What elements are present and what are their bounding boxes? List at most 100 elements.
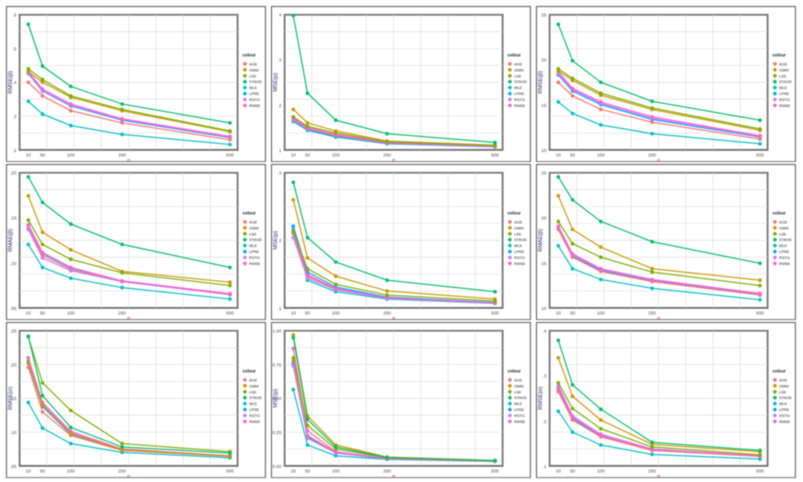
- svg-text:250: 250: [119, 153, 127, 158]
- svg-text:MLE: MLE: [779, 86, 787, 90]
- svg-text:500: 500: [491, 153, 499, 158]
- svg-text:RMSE(σ): RMSE(σ): [8, 387, 14, 410]
- svg-text:colour: colour: [773, 211, 787, 216]
- svg-text:AGE: AGE: [779, 63, 788, 67]
- svg-text:LSE: LSE: [779, 74, 787, 78]
- svg-text:LSE: LSE: [514, 232, 522, 236]
- svg-text:MLE: MLE: [250, 402, 258, 406]
- svg-text:10: 10: [291, 311, 297, 316]
- svg-text:RMSE(β): RMSE(β): [8, 71, 14, 94]
- svg-text:RSTG: RSTG: [250, 414, 261, 418]
- svg-text:MSE(p): MSE(p): [273, 231, 279, 250]
- svg-text:LPRE: LPRE: [514, 250, 524, 254]
- svg-text:RSTG: RSTG: [514, 414, 525, 418]
- svg-text:500: 500: [756, 311, 764, 316]
- svg-text:RSTG: RSTG: [779, 98, 790, 102]
- svg-text:10: 10: [556, 153, 562, 158]
- svg-text:100: 100: [597, 153, 605, 158]
- svg-text:50: 50: [305, 469, 311, 474]
- svg-text:250: 250: [119, 469, 127, 474]
- svg-text:STAGE: STAGE: [514, 238, 527, 242]
- svg-text:15: 15: [541, 261, 547, 266]
- svg-text:AGE: AGE: [250, 379, 259, 383]
- svg-text:2: 2: [279, 103, 282, 108]
- svg-text:STAGE: STAGE: [779, 80, 792, 84]
- svg-text:.3: .3: [13, 114, 17, 119]
- svg-text:500: 500: [491, 311, 499, 316]
- svg-text:20: 20: [541, 216, 547, 221]
- svg-text:500: 500: [227, 153, 235, 158]
- svg-text:2: 2: [279, 238, 282, 243]
- svg-text:AGE: AGE: [514, 221, 523, 225]
- svg-text:0.75: 0.75: [273, 363, 282, 368]
- svg-text:colour: colour: [508, 369, 522, 374]
- svg-text:MLE: MLE: [779, 244, 787, 248]
- svg-text:1: 1: [279, 148, 282, 153]
- svg-text:.05: .05: [10, 464, 17, 469]
- svg-text:n: n: [657, 316, 660, 320]
- svg-text:MLE: MLE: [514, 244, 522, 248]
- svg-text:.05: .05: [10, 306, 17, 311]
- svg-text:STAGE: STAGE: [779, 396, 792, 400]
- svg-text:RMSE: RMSE: [250, 420, 262, 424]
- svg-text:AGE: AGE: [514, 379, 523, 383]
- svg-text:LPRE: LPRE: [514, 92, 524, 96]
- svg-text:colour: colour: [243, 369, 257, 374]
- svg-text:10: 10: [556, 469, 562, 474]
- svg-text:250: 250: [648, 311, 656, 316]
- svg-text:10: 10: [291, 153, 297, 158]
- svg-text:.5: .5: [13, 47, 17, 52]
- svg-text:.20: .20: [10, 363, 17, 368]
- svg-text:RSTG: RSTG: [514, 256, 525, 260]
- svg-text:4: 4: [279, 13, 282, 18]
- svg-text:500: 500: [227, 469, 235, 474]
- svg-text:colour: colour: [243, 211, 257, 216]
- svg-text:.4: .4: [543, 329, 547, 334]
- svg-text:250: 250: [648, 153, 656, 158]
- svg-text:colour: colour: [773, 369, 787, 374]
- svg-text:10: 10: [291, 469, 297, 474]
- svg-text:MLE: MLE: [779, 402, 787, 406]
- svg-text:100: 100: [67, 469, 75, 474]
- svg-text:LPRE: LPRE: [514, 408, 524, 412]
- svg-text:LSE: LSE: [514, 74, 522, 78]
- svg-text:50: 50: [570, 311, 576, 316]
- svg-text:STAGE: STAGE: [779, 238, 792, 242]
- svg-text:.20: .20: [10, 171, 17, 176]
- svg-text:RMSE(β): RMSE(β): [538, 71, 544, 94]
- svg-text:STAGE: STAGE: [514, 80, 527, 84]
- svg-text:MSE(p): MSE(p): [273, 73, 279, 92]
- svg-text:RMSE: RMSE: [514, 420, 526, 424]
- svg-text:GMM: GMM: [514, 384, 523, 388]
- svg-text:250: 250: [384, 469, 392, 474]
- svg-text:n: n: [392, 158, 395, 162]
- svg-text:100: 100: [332, 311, 340, 316]
- svg-text:colour: colour: [243, 53, 257, 58]
- svg-text:10: 10: [541, 306, 547, 311]
- svg-text:0.25: 0.25: [273, 430, 282, 435]
- svg-text:LSE: LSE: [779, 232, 787, 236]
- svg-text:0.00: 0.00: [273, 464, 282, 469]
- svg-text:GMM: GMM: [779, 384, 788, 388]
- svg-text:50: 50: [40, 469, 46, 474]
- svg-text:.10: .10: [10, 261, 17, 266]
- svg-text:50: 50: [40, 311, 46, 316]
- svg-text:RMAE(β): RMAE(β): [8, 229, 14, 252]
- svg-text:n: n: [127, 158, 130, 162]
- svg-text:15: 15: [541, 103, 547, 108]
- svg-text:500: 500: [756, 469, 764, 474]
- svg-text:AGE: AGE: [779, 221, 788, 225]
- svg-text:LPRE: LPRE: [250, 408, 260, 412]
- svg-text:.10: .10: [10, 430, 17, 435]
- svg-text:100: 100: [332, 153, 340, 158]
- svg-text:LSE: LSE: [514, 390, 522, 394]
- svg-text:500: 500: [227, 311, 235, 316]
- svg-text:STAGE: STAGE: [250, 238, 263, 242]
- svg-text:10: 10: [541, 148, 547, 153]
- svg-text:n: n: [657, 474, 660, 478]
- svg-text:n: n: [127, 316, 130, 320]
- svg-text:RMSE: RMSE: [779, 420, 791, 424]
- svg-text:LSE: LSE: [779, 390, 787, 394]
- svg-text:MLE: MLE: [250, 244, 258, 248]
- svg-text:RMSE: RMSE: [514, 262, 526, 266]
